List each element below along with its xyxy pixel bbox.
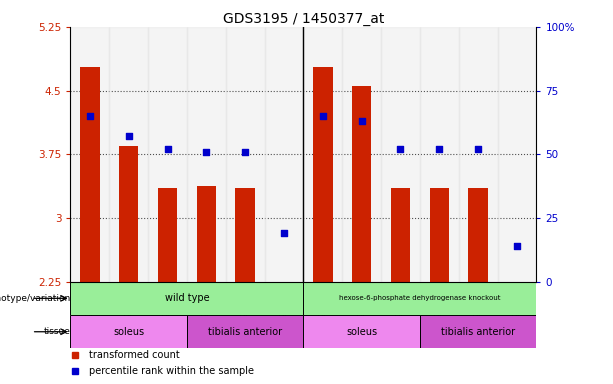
Bar bbox=[342, 27, 381, 281]
Bar bbox=[420, 27, 459, 281]
Bar bbox=[119, 146, 139, 281]
Point bbox=[202, 149, 211, 155]
Bar bbox=[381, 27, 420, 281]
Bar bbox=[303, 281, 536, 315]
Bar bbox=[303, 27, 342, 281]
Bar bbox=[70, 27, 109, 281]
Point bbox=[124, 133, 134, 139]
Point bbox=[85, 113, 95, 119]
Point bbox=[318, 113, 328, 119]
Bar bbox=[313, 67, 333, 281]
Text: tibialis anterior: tibialis anterior bbox=[441, 327, 515, 337]
Point bbox=[512, 243, 522, 249]
Point bbox=[435, 146, 444, 152]
Bar bbox=[430, 188, 449, 281]
Point bbox=[357, 118, 367, 124]
Title: GDS3195 / 1450377_at: GDS3195 / 1450377_at bbox=[223, 12, 384, 26]
Bar bbox=[352, 86, 371, 281]
Text: soleus: soleus bbox=[113, 327, 144, 337]
Text: wild type: wild type bbox=[165, 293, 209, 303]
Bar bbox=[70, 281, 303, 315]
Text: tibialis anterior: tibialis anterior bbox=[208, 327, 282, 337]
Bar bbox=[265, 27, 303, 281]
Bar bbox=[187, 27, 226, 281]
Bar bbox=[148, 27, 187, 281]
Point bbox=[162, 146, 172, 152]
Bar bbox=[197, 185, 216, 281]
Text: transformed count: transformed count bbox=[89, 351, 180, 361]
Bar bbox=[420, 315, 536, 348]
Text: genotype/variation: genotype/variation bbox=[0, 294, 70, 303]
Point bbox=[240, 149, 250, 155]
Point bbox=[279, 230, 289, 236]
Bar bbox=[303, 315, 420, 348]
Bar bbox=[158, 188, 177, 281]
Bar bbox=[498, 27, 536, 281]
Bar bbox=[391, 188, 410, 281]
Point bbox=[395, 146, 405, 152]
Bar bbox=[109, 27, 148, 281]
Bar bbox=[459, 27, 498, 281]
Bar bbox=[70, 315, 187, 348]
Bar bbox=[80, 67, 99, 281]
Bar bbox=[226, 27, 265, 281]
Bar bbox=[187, 315, 303, 348]
Text: tissue: tissue bbox=[44, 327, 70, 336]
Bar bbox=[235, 188, 255, 281]
Bar bbox=[468, 188, 488, 281]
Text: soleus: soleus bbox=[346, 327, 377, 337]
Text: percentile rank within the sample: percentile rank within the sample bbox=[89, 366, 254, 376]
Text: hexose-6-phosphate dehydrogenase knockout: hexose-6-phosphate dehydrogenase knockou… bbox=[339, 295, 501, 301]
Point bbox=[473, 146, 483, 152]
